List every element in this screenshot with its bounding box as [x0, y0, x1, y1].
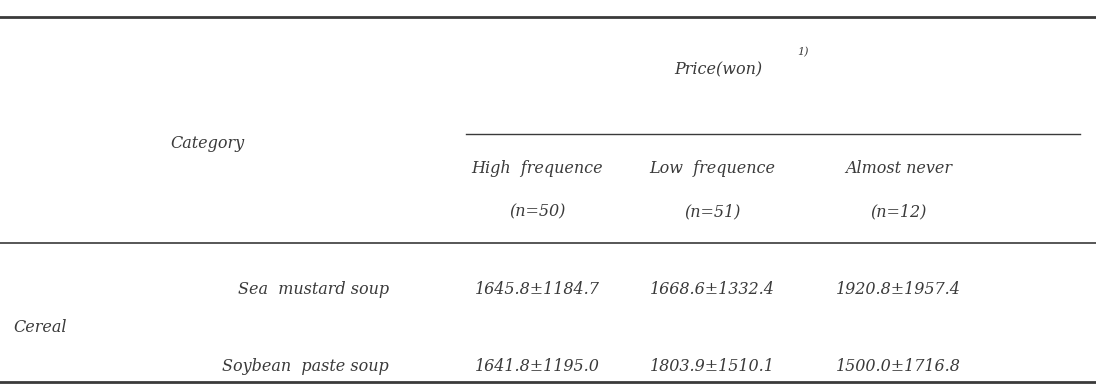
Text: 1500.0±1716.8: 1500.0±1716.8	[836, 358, 961, 375]
Text: (n=50): (n=50)	[509, 203, 566, 220]
Text: High  frequence: High frequence	[471, 160, 603, 177]
Text: 1803.9±1510.1: 1803.9±1510.1	[650, 358, 775, 375]
Text: 1668.6±1332.4: 1668.6±1332.4	[650, 281, 775, 298]
Text: Soybean  paste soup: Soybean paste soup	[222, 358, 389, 375]
Text: Sea  mustard soup: Sea mustard soup	[238, 281, 389, 298]
Text: (n=12): (n=12)	[870, 203, 927, 220]
Text: (n=51): (n=51)	[684, 203, 741, 220]
Text: Price(won): Price(won)	[674, 61, 762, 78]
Text: 1641.8±1195.0: 1641.8±1195.0	[475, 358, 600, 375]
Text: Low  frequence: Low frequence	[650, 160, 775, 177]
Text: Almost never: Almost never	[845, 160, 952, 177]
Text: 1645.8±1184.7: 1645.8±1184.7	[475, 281, 600, 298]
Text: Category: Category	[170, 135, 244, 152]
Text: Cereal: Cereal	[13, 319, 67, 336]
Text: 1): 1)	[797, 47, 808, 57]
Text: 1920.8±1957.4: 1920.8±1957.4	[836, 281, 961, 298]
